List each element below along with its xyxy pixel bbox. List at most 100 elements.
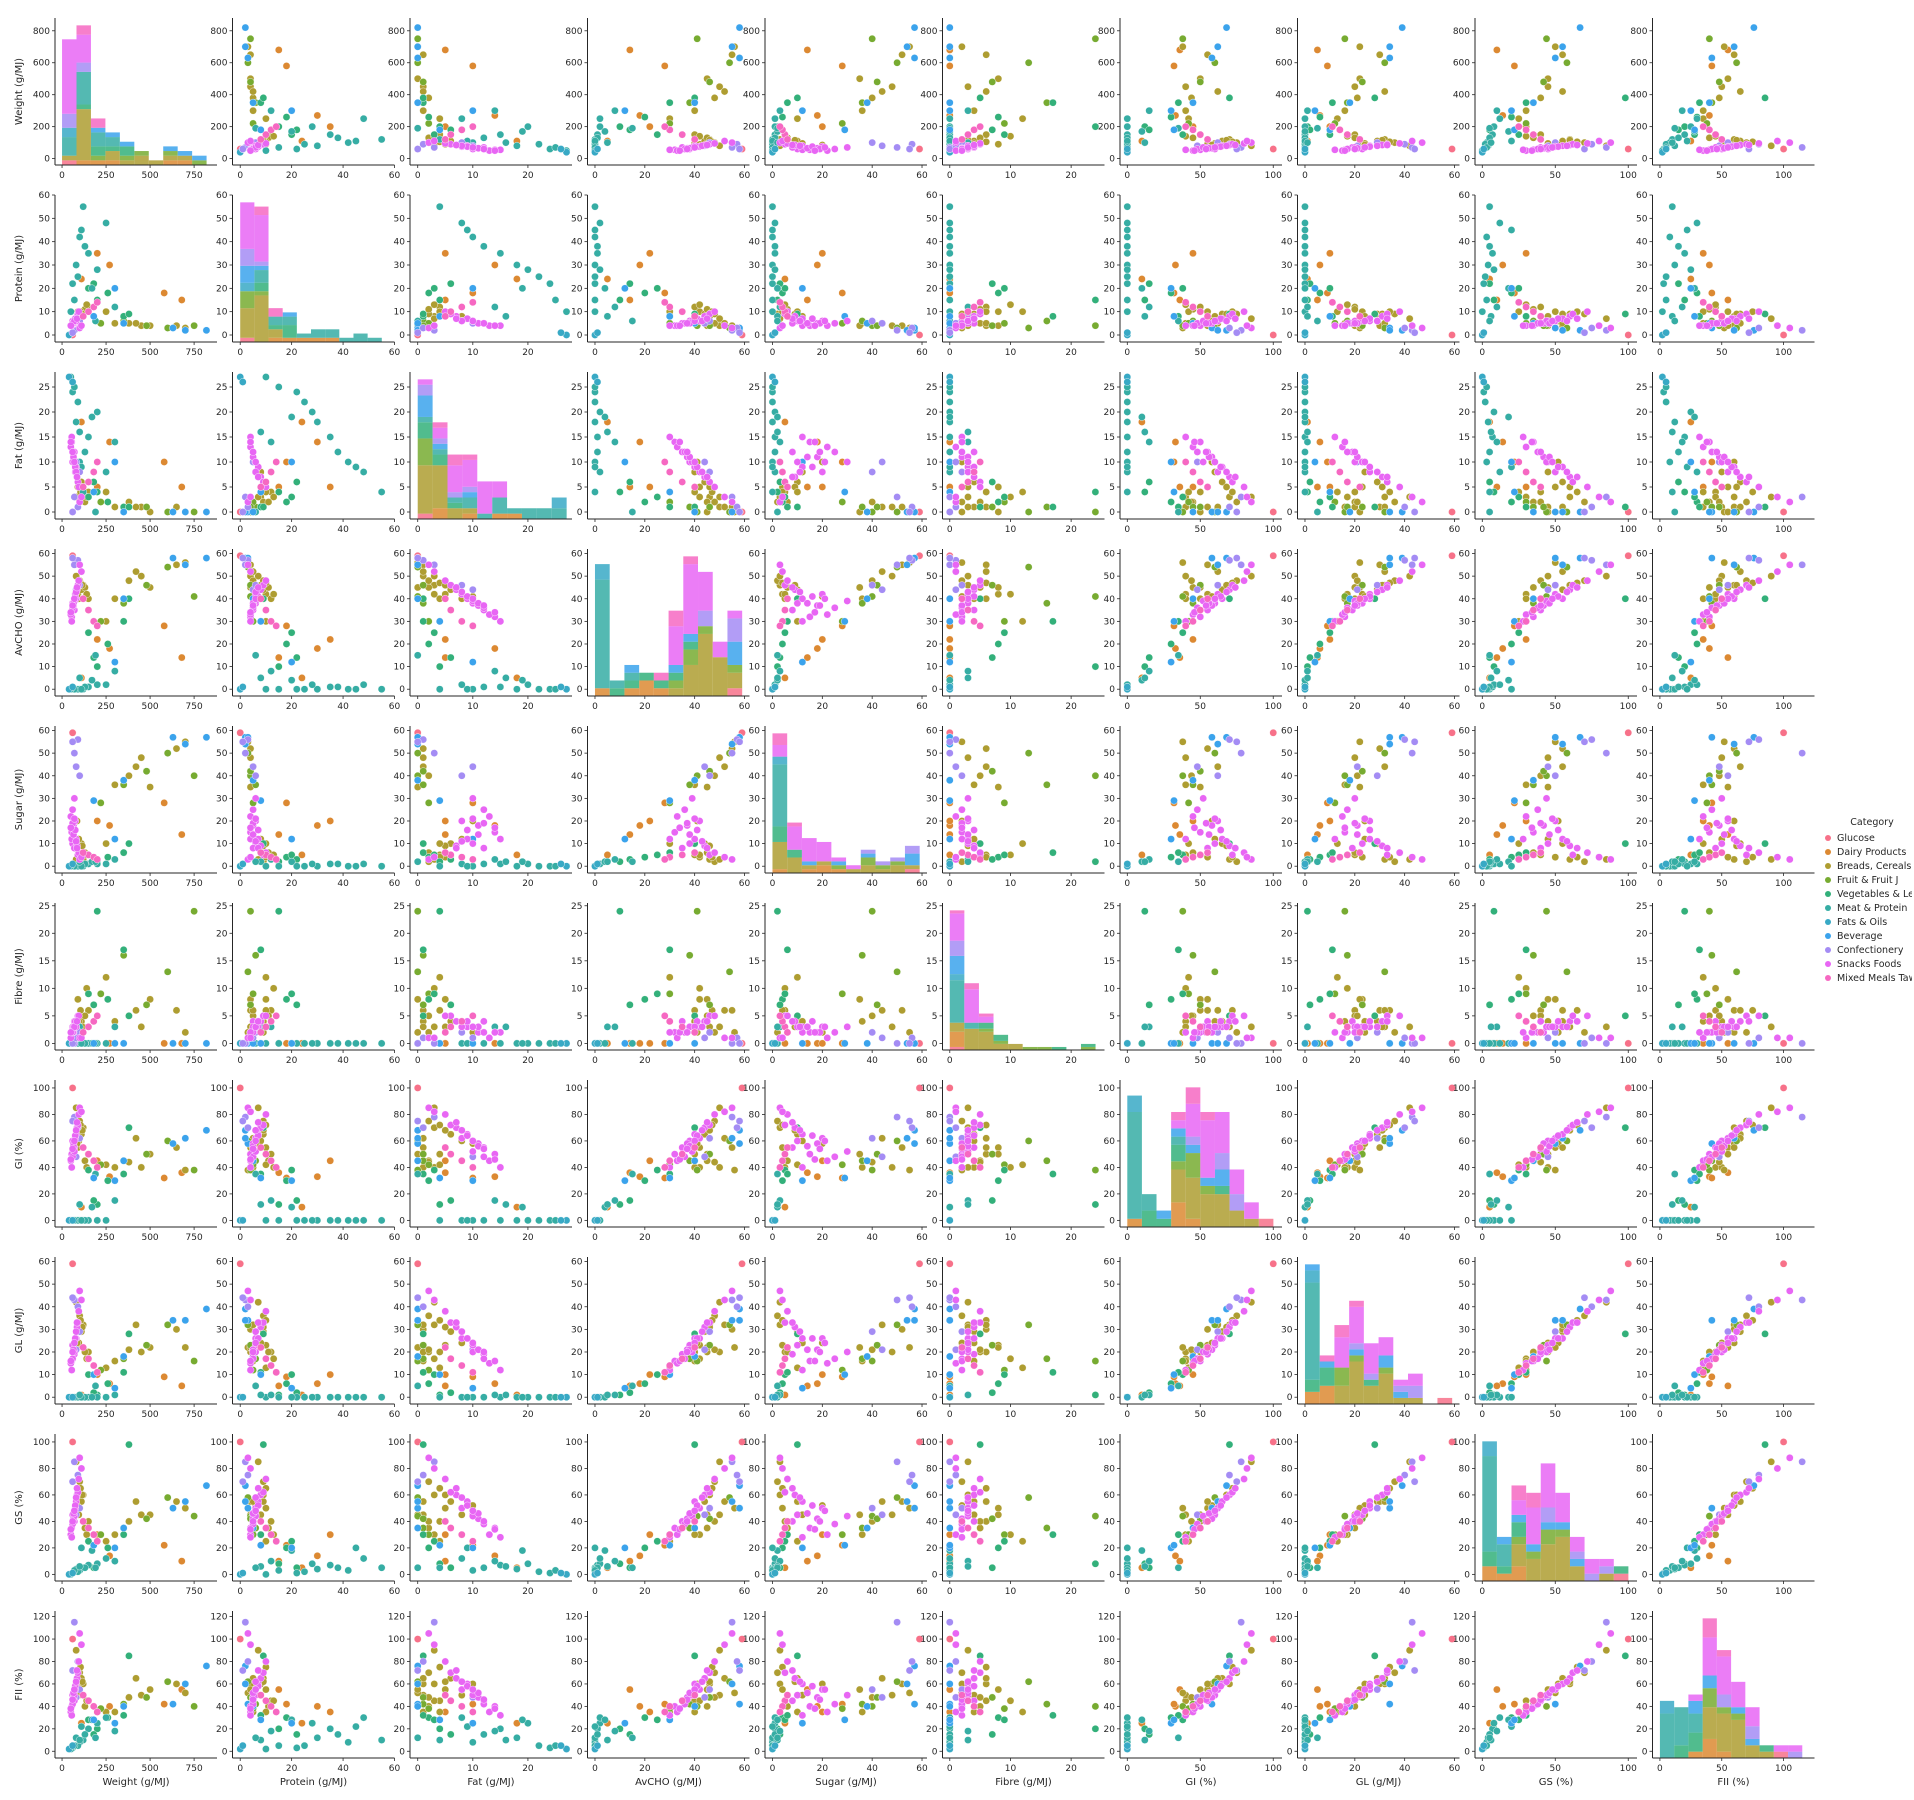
data-point	[603, 851, 612, 859]
data-point	[1356, 558, 1364, 567]
data-point	[675, 438, 684, 446]
x-tick-label: 0	[1302, 525, 1308, 535]
x-tick-label: 0	[592, 348, 598, 358]
data-point	[181, 740, 190, 748]
data-point	[1181, 298, 1190, 307]
data-point	[768, 202, 777, 211]
data-point	[1773, 321, 1782, 330]
data-point	[93, 662, 102, 671]
histogram-bar	[254, 270, 269, 283]
data-point	[945, 554, 954, 562]
data-point	[313, 418, 322, 426]
data-point	[84, 606, 93, 614]
data-point	[1341, 106, 1349, 115]
histogram-bar	[772, 826, 788, 842]
x-tick-label: 0	[415, 525, 421, 535]
data-point	[1167, 498, 1175, 506]
data-point	[132, 503, 140, 511]
data-point	[945, 676, 954, 684]
data-point	[1479, 279, 1488, 288]
data-point	[1408, 137, 1416, 145]
y-tick-label: 10	[749, 840, 761, 850]
histogram-bar	[432, 427, 448, 439]
data-point	[1732, 58, 1741, 67]
data-point	[1400, 503, 1409, 511]
data-point	[776, 561, 784, 569]
x-tick-label: 10	[467, 879, 479, 889]
data-point	[254, 473, 263, 481]
data-point	[641, 498, 649, 506]
data-point	[81, 242, 89, 251]
data-point	[308, 408, 317, 416]
data-point	[1091, 488, 1100, 496]
data-point	[703, 141, 711, 149]
data-point	[287, 835, 296, 843]
data-point	[70, 458, 79, 466]
y-tick-label: 30	[1281, 261, 1293, 271]
y-tick-label: 400	[920, 91, 937, 101]
data-point	[249, 106, 257, 115]
data-point	[457, 771, 466, 780]
y-tick-label: 50	[394, 214, 406, 224]
y-tick-label: 50	[1459, 572, 1471, 582]
data-point	[1485, 508, 1494, 516]
data-point	[1482, 296, 1491, 304]
x-tick-label: 0	[770, 171, 776, 181]
data-point	[177, 483, 186, 491]
data-point	[287, 106, 296, 115]
y-tick-label: 5	[222, 483, 228, 493]
data-point	[1390, 498, 1399, 506]
y-tick-label: 50	[749, 749, 761, 759]
x-tick-label: 250	[97, 525, 114, 535]
data-point	[910, 54, 919, 62]
data-point	[480, 145, 488, 153]
y-tick-label: 5	[1109, 483, 1115, 493]
data-point	[988, 78, 997, 86]
data-point	[1713, 448, 1721, 456]
data-point	[308, 860, 317, 868]
y-tick-label: 40	[1281, 595, 1293, 605]
data-point	[491, 303, 499, 311]
data-point	[1408, 567, 1416, 576]
data-point	[1558, 42, 1567, 51]
histogram-bar	[492, 513, 508, 519]
data-point	[1167, 284, 1175, 293]
data-point	[982, 744, 990, 753]
x-tick-label: 50	[1195, 702, 1207, 712]
data-point	[111, 835, 119, 843]
data-point	[1773, 493, 1782, 501]
data-point	[102, 860, 110, 868]
histogram-bar	[310, 337, 326, 342]
data-point	[690, 312, 699, 321]
data-point	[282, 622, 291, 630]
data-point	[1216, 463, 1225, 471]
data-point	[1380, 58, 1389, 67]
data-point	[665, 433, 674, 441]
data-point	[313, 644, 322, 653]
data-point	[591, 226, 599, 234]
data-point	[1145, 653, 1153, 662]
y-tick-label: 50	[571, 214, 583, 224]
y-tick-label: 10	[1281, 663, 1293, 673]
data-point	[1785, 561, 1794, 569]
data-point	[480, 860, 488, 868]
data-point	[300, 398, 309, 406]
data-point	[1178, 493, 1187, 501]
data-point	[611, 303, 619, 311]
data-point	[945, 312, 954, 321]
data-point	[710, 94, 719, 102]
y-tick-label: 200	[33, 123, 50, 133]
data-point	[1519, 146, 1527, 154]
data-point	[1522, 303, 1530, 311]
data-point	[830, 448, 839, 456]
data-point	[70, 794, 79, 803]
histogram-bar	[282, 316, 297, 326]
data-point	[96, 799, 105, 807]
data-point	[982, 488, 990, 496]
data-point	[982, 762, 990, 771]
data-point	[132, 319, 140, 328]
data-point	[773, 284, 782, 293]
data-point	[1583, 483, 1592, 491]
